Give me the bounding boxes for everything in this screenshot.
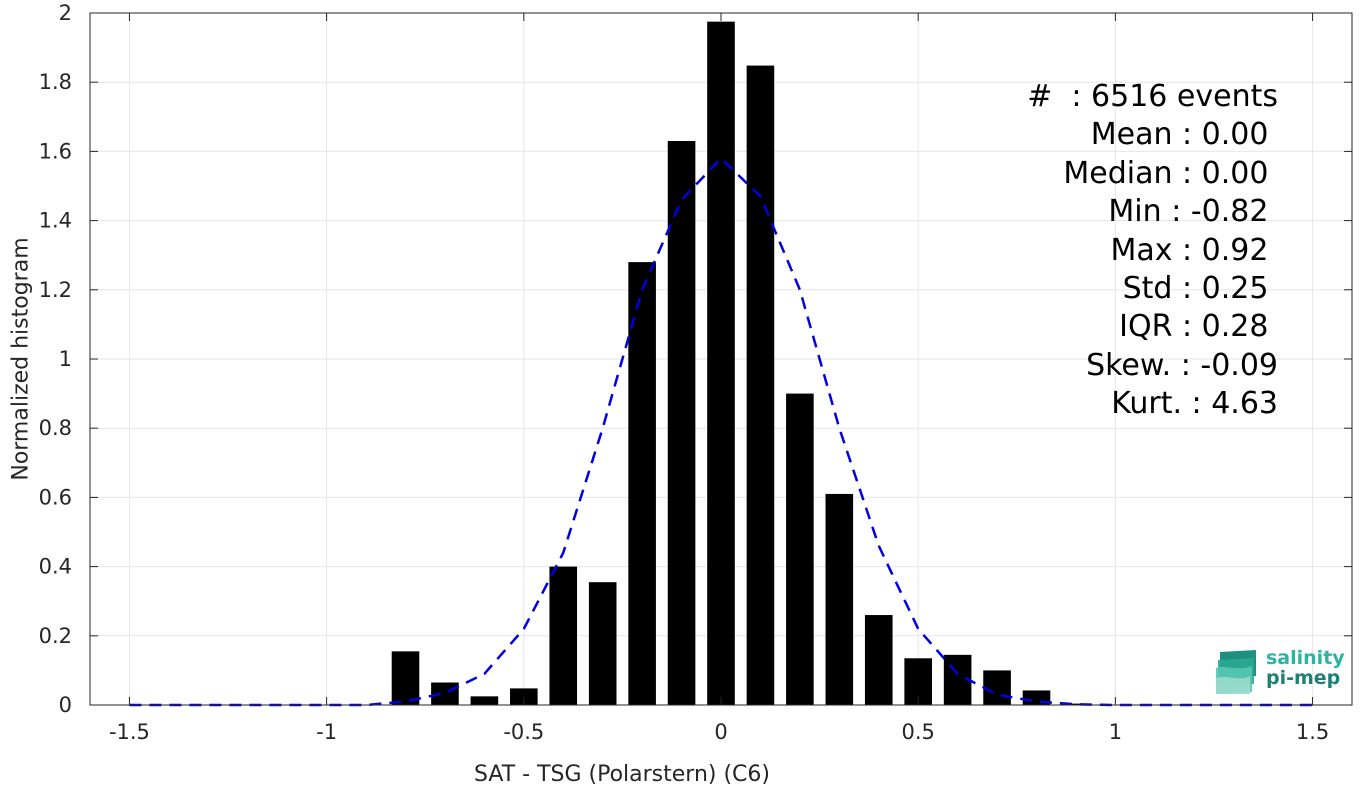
x-tick-label: -0.5 — [503, 720, 544, 744]
y-tick-label: 0.4 — [39, 555, 72, 579]
y-tick-label: 1 — [59, 347, 72, 371]
x-axis-ticks: -1.5 -1 -0.5 0 0.5 1 1.5 — [109, 13, 1329, 744]
y-tick-label: 0.6 — [39, 485, 72, 509]
wave-logo-icon — [1216, 650, 1256, 694]
x-tick-label: -1.5 — [109, 720, 150, 744]
histogram-bar — [510, 688, 538, 705]
y-axis-ticks: 0 0.2 0.4 0.6 0.8 1 1.2 1.4 1.6 1.8 2 — [39, 1, 1352, 717]
histogram-bar — [549, 566, 578, 705]
y-tick-label: 1.4 — [39, 209, 72, 233]
stat-median: Median : 0.00 — [1063, 155, 1278, 191]
stat-kurt: Kurt. : 4.63 — [1111, 386, 1278, 422]
y-tick-label: 0.8 — [39, 416, 72, 440]
stat-min: Min : -0.82 — [1108, 194, 1278, 230]
y-tick-label: 1.2 — [39, 278, 72, 302]
logo-text-salinity: salinity — [1266, 647, 1345, 669]
histogram-bar — [431, 682, 459, 705]
x-tick-label: -1 — [316, 720, 337, 744]
histogram-bar — [864, 615, 893, 705]
histogram-bar — [707, 21, 735, 705]
x-tick-label: 1 — [1109, 720, 1122, 744]
y-tick-label: 1.8 — [39, 70, 72, 94]
histogram-bar — [746, 65, 775, 706]
histogram-bar — [628, 262, 656, 705]
statistics-box: # : 6516 events Mean : 0.00 Median : 0.0… — [960, 78, 1278, 424]
x-axis-label: SAT - TSG (Polarstern) (C6) — [474, 762, 770, 785]
y-tick-label: 0.2 — [39, 624, 72, 648]
x-tick-label: 1.5 — [1296, 720, 1329, 744]
histogram-bar — [667, 141, 696, 705]
x-tick-label: 0.5 — [901, 720, 934, 744]
histogram-bar — [588, 582, 617, 705]
salinity-pi-mep-logo: salinity pi-mep — [1216, 646, 1346, 696]
stat-max: Max : 0.92 — [1110, 232, 1278, 268]
stat-iqr: IQR : 0.28 — [1119, 309, 1278, 345]
histogram-bar — [470, 696, 499, 705]
histogram-bar — [983, 670, 1011, 705]
y-tick-label: 1.6 — [39, 139, 72, 163]
stat-events: # : 6516 events — [1027, 79, 1278, 114]
stat-std: Std : 0.25 — [1122, 271, 1278, 307]
logo-text-pi-mep: pi-mep — [1266, 667, 1341, 689]
y-tick-label: 0 — [59, 693, 72, 717]
y-tick-label: 2 — [59, 1, 72, 25]
stat-skew: Skew. : -0.09 — [1086, 347, 1278, 383]
stat-mean: Mean : 0.00 — [1090, 117, 1278, 153]
histogram-bar — [391, 651, 420, 705]
histogram-bar — [786, 393, 814, 705]
histogram-bar — [825, 493, 854, 705]
x-tick-label: 0 — [714, 720, 727, 744]
histogram-bars — [391, 21, 1090, 706]
y-axis-label: Normalized histogram — [9, 237, 34, 480]
histogram-bar — [1062, 703, 1090, 705]
